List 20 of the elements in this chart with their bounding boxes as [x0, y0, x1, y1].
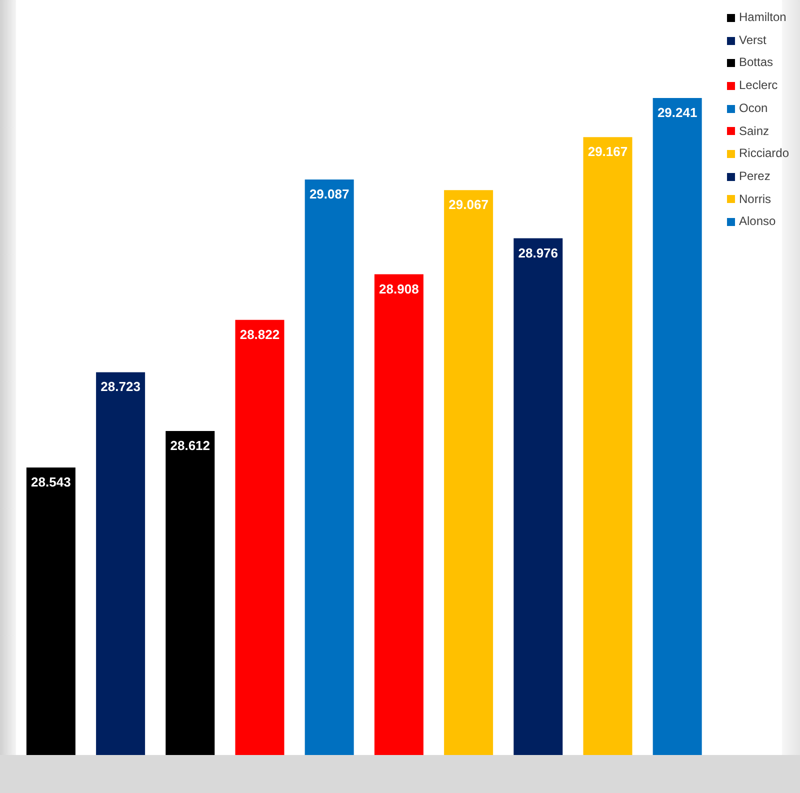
data-label: 28.723 [100, 379, 140, 394]
legend-label: Verst [739, 32, 766, 47]
data-label: 28.908 [379, 281, 419, 296]
legend-label: Alonso [739, 214, 776, 228]
legend-label: Perez [739, 168, 770, 183]
data-label: 28.612 [170, 438, 210, 453]
legend-label: Leclerc [739, 78, 778, 92]
data-label: 29.067 [448, 197, 488, 212]
data-label: 28.976 [518, 245, 558, 260]
legend-label: Ocon [739, 100, 768, 115]
data-label: 29.241 [657, 105, 698, 120]
data-label: 28.543 [31, 474, 71, 490]
data-label: 29.087 [309, 186, 350, 202]
legend-label: Hamilton [739, 10, 786, 24]
legend-label: Ricciardo [739, 146, 790, 160]
legend-label: Bottas [739, 55, 774, 70]
legend-label: Norris [739, 192, 771, 206]
data-label: 29.167 [588, 144, 628, 160]
data-label: 28.822 [240, 326, 280, 342]
legend-label: Sainz [739, 124, 770, 138]
